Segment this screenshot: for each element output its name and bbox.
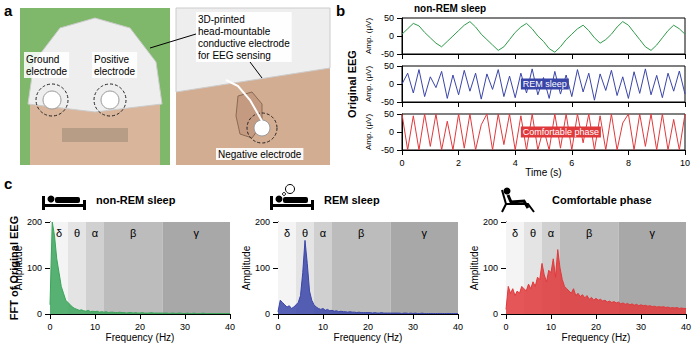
svg-text:10: 10	[680, 158, 690, 168]
svg-text:-50: -50	[381, 97, 394, 107]
svg-text:β: β	[130, 227, 136, 239]
svg-text:θ: θ	[530, 227, 536, 239]
svg-text:200: 200	[483, 217, 498, 227]
svg-text:δ: δ	[512, 227, 518, 239]
svg-text:Positive: Positive	[94, 54, 129, 65]
svg-text:10: 10	[546, 322, 556, 332]
svg-text:0: 0	[275, 322, 280, 332]
svg-text:α: α	[548, 227, 555, 239]
svg-text:Original EEG: Original EEG	[346, 50, 358, 118]
svg-text:Amp. (μV): Amp. (μV)	[364, 18, 373, 55]
svg-text:γ: γ	[422, 227, 428, 239]
svg-text:θ: θ	[302, 227, 308, 239]
svg-text:0: 0	[389, 79, 394, 89]
svg-text:0: 0	[399, 158, 404, 168]
svg-text:0: 0	[389, 127, 394, 137]
svg-text:30: 30	[408, 322, 418, 332]
svg-text:100: 100	[483, 263, 498, 273]
svg-text:Amp. (μV): Amp. (μV)	[364, 114, 373, 151]
svg-text:β: β	[358, 227, 364, 239]
svg-text:Time (s): Time (s)	[525, 167, 561, 178]
svg-text:δ: δ	[56, 227, 62, 239]
svg-text:Amplitude: Amplitude	[241, 245, 252, 290]
svg-text:Negative electrode: Negative electrode	[218, 149, 302, 160]
svg-text:FFT of Original EEG: FFT of Original EEG	[8, 216, 20, 321]
svg-text:Comfortable phase: Comfortable phase	[552, 194, 652, 206]
svg-text:200: 200	[255, 217, 270, 227]
svg-text:Ground: Ground	[26, 54, 59, 65]
svg-text:0: 0	[265, 309, 270, 319]
svg-text:-50: -50	[381, 49, 394, 59]
svg-text:20: 20	[591, 322, 601, 332]
svg-text:θ: θ	[74, 227, 80, 239]
svg-text:b: b	[336, 2, 345, 19]
svg-text:0: 0	[47, 322, 52, 332]
svg-text:0: 0	[493, 309, 498, 319]
svg-text:-50: -50	[381, 145, 394, 155]
svg-text:10: 10	[318, 322, 328, 332]
svg-text:REM sleep: REM sleep	[523, 79, 567, 89]
svg-text:Amplitude: Amplitude	[469, 245, 480, 290]
svg-text:Amp. (μV): Amp. (μV)	[364, 66, 373, 103]
svg-text:30: 30	[636, 322, 646, 332]
svg-text:non-REM sleep: non-REM sleep	[96, 194, 176, 206]
svg-text:head-mountable: head-mountable	[198, 26, 271, 37]
svg-text:for EEG sensing: for EEG sensing	[198, 50, 271, 61]
svg-text:c: c	[4, 175, 12, 192]
svg-text:γ: γ	[194, 227, 200, 239]
svg-text:40: 40	[681, 322, 691, 332]
svg-text:non-REM sleep: non-REM sleep	[414, 3, 486, 14]
svg-text:conductive electrode: conductive electrode	[198, 38, 290, 49]
svg-text:40: 40	[453, 322, 463, 332]
svg-text:γ: γ	[650, 227, 656, 239]
svg-text:α: α	[92, 227, 99, 239]
svg-text:Frequency (Hz): Frequency (Hz)	[334, 332, 403, 343]
svg-text:Frequency (Hz): Frequency (Hz)	[106, 332, 175, 343]
svg-text:40: 40	[225, 322, 235, 332]
svg-text:50: 50	[384, 61, 394, 71]
svg-text:δ: δ	[284, 227, 290, 239]
svg-text:50: 50	[384, 109, 394, 119]
svg-text:0: 0	[503, 322, 508, 332]
svg-text:Comfortable phase: Comfortable phase	[523, 127, 599, 137]
svg-text:20: 20	[363, 322, 373, 332]
svg-text:4: 4	[513, 158, 518, 168]
svg-text:electrode: electrode	[94, 66, 136, 77]
svg-text:REM sleep: REM sleep	[324, 194, 380, 206]
svg-text:electrode: electrode	[26, 66, 68, 77]
svg-text:50: 50	[384, 13, 394, 23]
svg-text:200: 200	[27, 217, 42, 227]
svg-text:a: a	[4, 2, 13, 19]
svg-text:100: 100	[255, 263, 270, 273]
svg-text:3D-printed: 3D-printed	[198, 14, 245, 25]
svg-text:30: 30	[180, 322, 190, 332]
svg-text:α: α	[320, 227, 327, 239]
svg-text:β: β	[586, 227, 592, 239]
svg-text:100: 100	[27, 263, 42, 273]
svg-text:0: 0	[37, 309, 42, 319]
svg-text:0: 0	[389, 31, 394, 41]
svg-text:2: 2	[456, 158, 461, 168]
svg-text:8: 8	[626, 158, 631, 168]
svg-text:20: 20	[135, 322, 145, 332]
svg-text:6: 6	[569, 158, 574, 168]
svg-text:10: 10	[90, 322, 100, 332]
svg-text:Frequency (Hz): Frequency (Hz)	[562, 332, 631, 343]
